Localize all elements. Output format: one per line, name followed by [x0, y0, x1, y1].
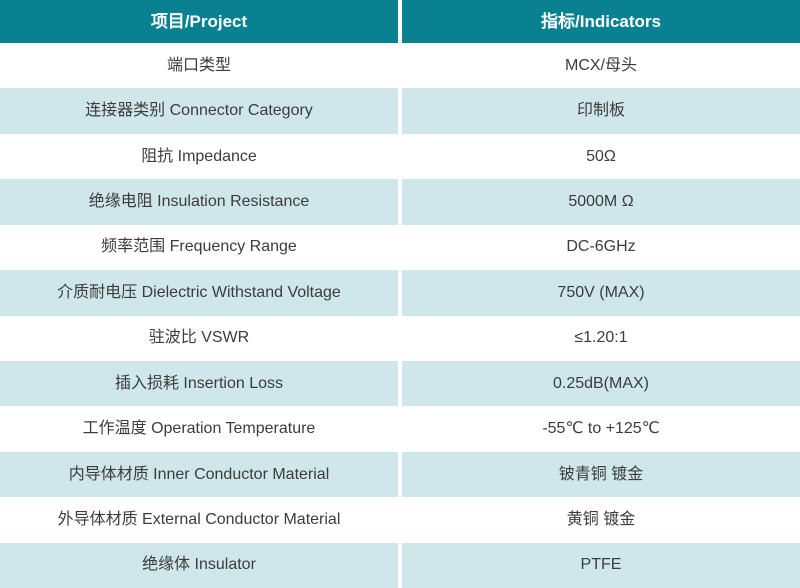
indicator-cell: ≤1.20:1	[402, 315, 800, 361]
indicator-cell: 50Ω	[402, 133, 800, 180]
table-row: 频率范围 Frequency Range DC-6GHz	[0, 224, 800, 271]
table-row: 工作温度 Operation Temperature -55℃ to +125℃	[0, 406, 800, 452]
table-row: 驻波比 VSWR ≤1.20:1	[0, 315, 800, 361]
project-cell: 内导体材质 Inner Conductor Material	[0, 451, 398, 498]
project-cell: 介质耐电压 Dielectric Withstand Voltage	[0, 270, 398, 316]
indicator-cell: DC-6GHz	[402, 224, 800, 271]
project-cell: 绝缘体 Insulator	[0, 542, 398, 588]
project-cell: 外导体材质 External Conductor Material	[0, 497, 398, 543]
indicator-cell: 黄铜 镀金	[402, 497, 800, 543]
indicator-cell: 750V (MAX)	[402, 270, 800, 316]
table-body: 端口类型 MCX/母头 连接器类别 Connector Category 印制板…	[0, 43, 800, 588]
table-row: 绝缘电阻 Insulation Resistance 5000M Ω	[0, 179, 800, 225]
indicator-cell: 印制板	[402, 88, 800, 134]
table-row: 介质耐电压 Dielectric Withstand Voltage 750V …	[0, 270, 800, 316]
table-row: 端口类型 MCX/母头	[0, 43, 800, 89]
table-row: 内导体材质 Inner Conductor Material 铍青铜 镀金	[0, 451, 800, 498]
project-cell: 连接器类别 Connector Category	[0, 88, 398, 134]
project-cell: 端口类型	[0, 43, 398, 89]
project-cell: 频率范围 Frequency Range	[0, 224, 398, 271]
project-cell: 驻波比 VSWR	[0, 315, 398, 361]
indicator-cell: MCX/母头	[402, 43, 800, 89]
table-header-row: 项目/Project 指标/Indicators	[0, 0, 800, 43]
indicator-cell: 5000M Ω	[402, 179, 800, 225]
table-row: 阻抗 Impedance 50Ω	[0, 133, 800, 180]
indicator-cell: 0.25dB(MAX)	[402, 360, 800, 407]
project-cell: 插入损耗 Insertion Loss	[0, 360, 398, 407]
header-cell-project: 项目/Project	[0, 0, 398, 43]
table-row: 绝缘体 Insulator PTFE	[0, 542, 800, 588]
table-row: 插入损耗 Insertion Loss 0.25dB(MAX)	[0, 360, 800, 407]
header-cell-indicators: 指标/Indicators	[402, 0, 800, 43]
project-cell: 绝缘电阻 Insulation Resistance	[0, 179, 398, 225]
table-row: 外导体材质 External Conductor Material 黄铜 镀金	[0, 497, 800, 543]
table-row: 连接器类别 Connector Category 印制板	[0, 88, 800, 134]
project-cell: 工作温度 Operation Temperature	[0, 406, 398, 452]
indicator-cell: -55℃ to +125℃	[402, 406, 800, 452]
project-cell: 阻抗 Impedance	[0, 133, 398, 180]
indicator-cell: 铍青铜 镀金	[402, 451, 800, 498]
indicator-cell: PTFE	[402, 542, 800, 588]
